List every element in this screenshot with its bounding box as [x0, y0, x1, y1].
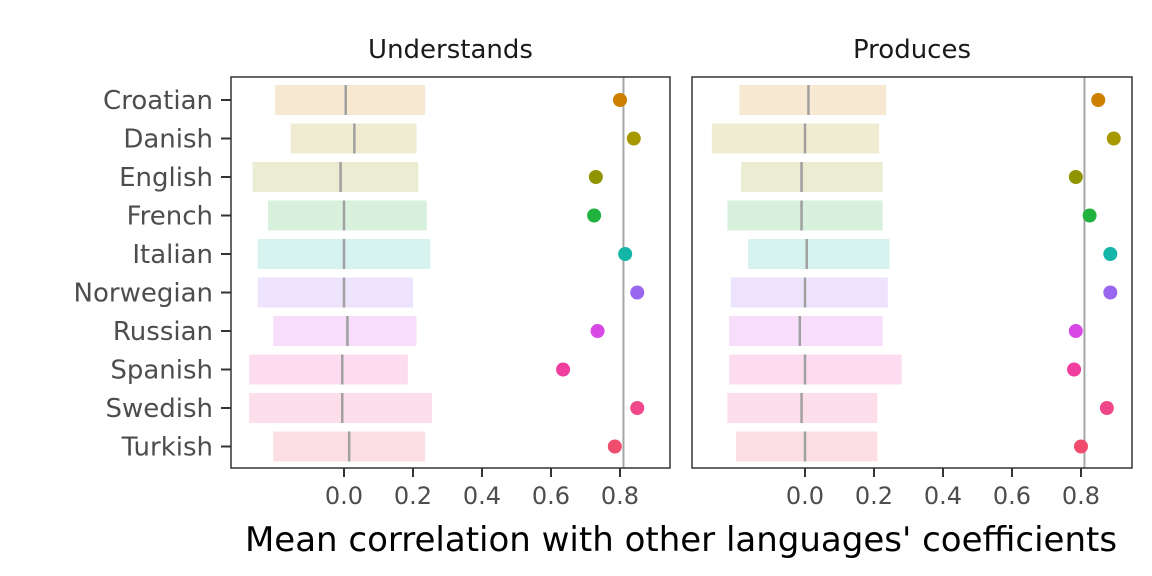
x-tick-label: 0.0 [325, 482, 363, 510]
interval-bar [736, 431, 878, 462]
interval-bar [252, 162, 419, 192]
interval-bar [741, 162, 883, 192]
y-tick-label: Swedish [105, 394, 213, 424]
y-tick-label: Russian [113, 317, 213, 347]
data-point [1091, 93, 1106, 107]
y-tick-label: Turkish [121, 433, 213, 463]
y-tick-label: Spanish [110, 356, 213, 386]
interval-bar [711, 123, 880, 154]
x-tick-label: 0.6 [993, 482, 1031, 510]
interval-bar [730, 277, 888, 308]
y-axis: Croatian Danish English French Italian Norweg… [74, 86, 231, 463]
panel-produces: Produces 0.0 0.2 0.4 0.6 0.8 [691, 35, 1133, 510]
interval-bar [249, 354, 408, 385]
interval-bar [739, 85, 887, 115]
interval-bar [748, 239, 890, 269]
x-tick-label: 0.2 [855, 482, 893, 510]
data-point [1082, 208, 1097, 223]
x-tick-label: 0.8 [601, 482, 639, 510]
interval-bar [275, 85, 426, 115]
data-point [630, 401, 645, 415]
data-point [1068, 170, 1083, 184]
interval-bar [273, 316, 417, 346]
y-tick-label: Italian [132, 240, 213, 270]
data-point [1074, 439, 1088, 454]
data-point [1067, 362, 1082, 377]
x-tick-label: 0.6 [532, 482, 570, 510]
facet-title: Produces [853, 35, 971, 65]
y-tick-label: Croatian [103, 86, 213, 116]
interval-bar [727, 200, 883, 231]
y-tick-label: Danish [123, 125, 213, 155]
data-point [588, 170, 603, 184]
data-point [1099, 401, 1114, 415]
x-tick-label: 0.4 [924, 482, 962, 510]
data-point [1068, 324, 1083, 338]
data-point [587, 208, 602, 223]
data-point [556, 362, 571, 377]
panel-frame [230, 76, 671, 469]
data-point [1106, 131, 1121, 146]
x-tick-label: 0.0 [786, 482, 824, 510]
x-tick-label: 0.2 [394, 482, 432, 510]
panel-understands: Understands 0.0 0.2 0.4 0.6 0.8 [230, 35, 671, 510]
data-point [618, 247, 633, 261]
interval-bar [729, 354, 902, 385]
data-point [626, 131, 641, 146]
interval-bar [257, 277, 413, 308]
y-tick-label: English [119, 163, 213, 193]
data-point [630, 285, 645, 300]
x-tick-label: 0.4 [463, 482, 501, 510]
data-point [607, 439, 622, 454]
data-point [613, 93, 627, 107]
x-axis-title: Mean correlation with other languages' c… [245, 520, 1117, 560]
panel-frame [691, 76, 1133, 469]
x-tick-label: 0.8 [1062, 482, 1100, 510]
interval-bar [268, 200, 427, 231]
y-tick-label: French [127, 202, 213, 232]
data-point [590, 324, 605, 338]
interval-bar [729, 316, 883, 346]
data-point [1103, 285, 1118, 300]
data-point [1103, 247, 1118, 261]
facet-title: Understands [368, 35, 533, 65]
y-tick-label: Norwegian [74, 279, 213, 309]
interval-bar [249, 393, 432, 423]
